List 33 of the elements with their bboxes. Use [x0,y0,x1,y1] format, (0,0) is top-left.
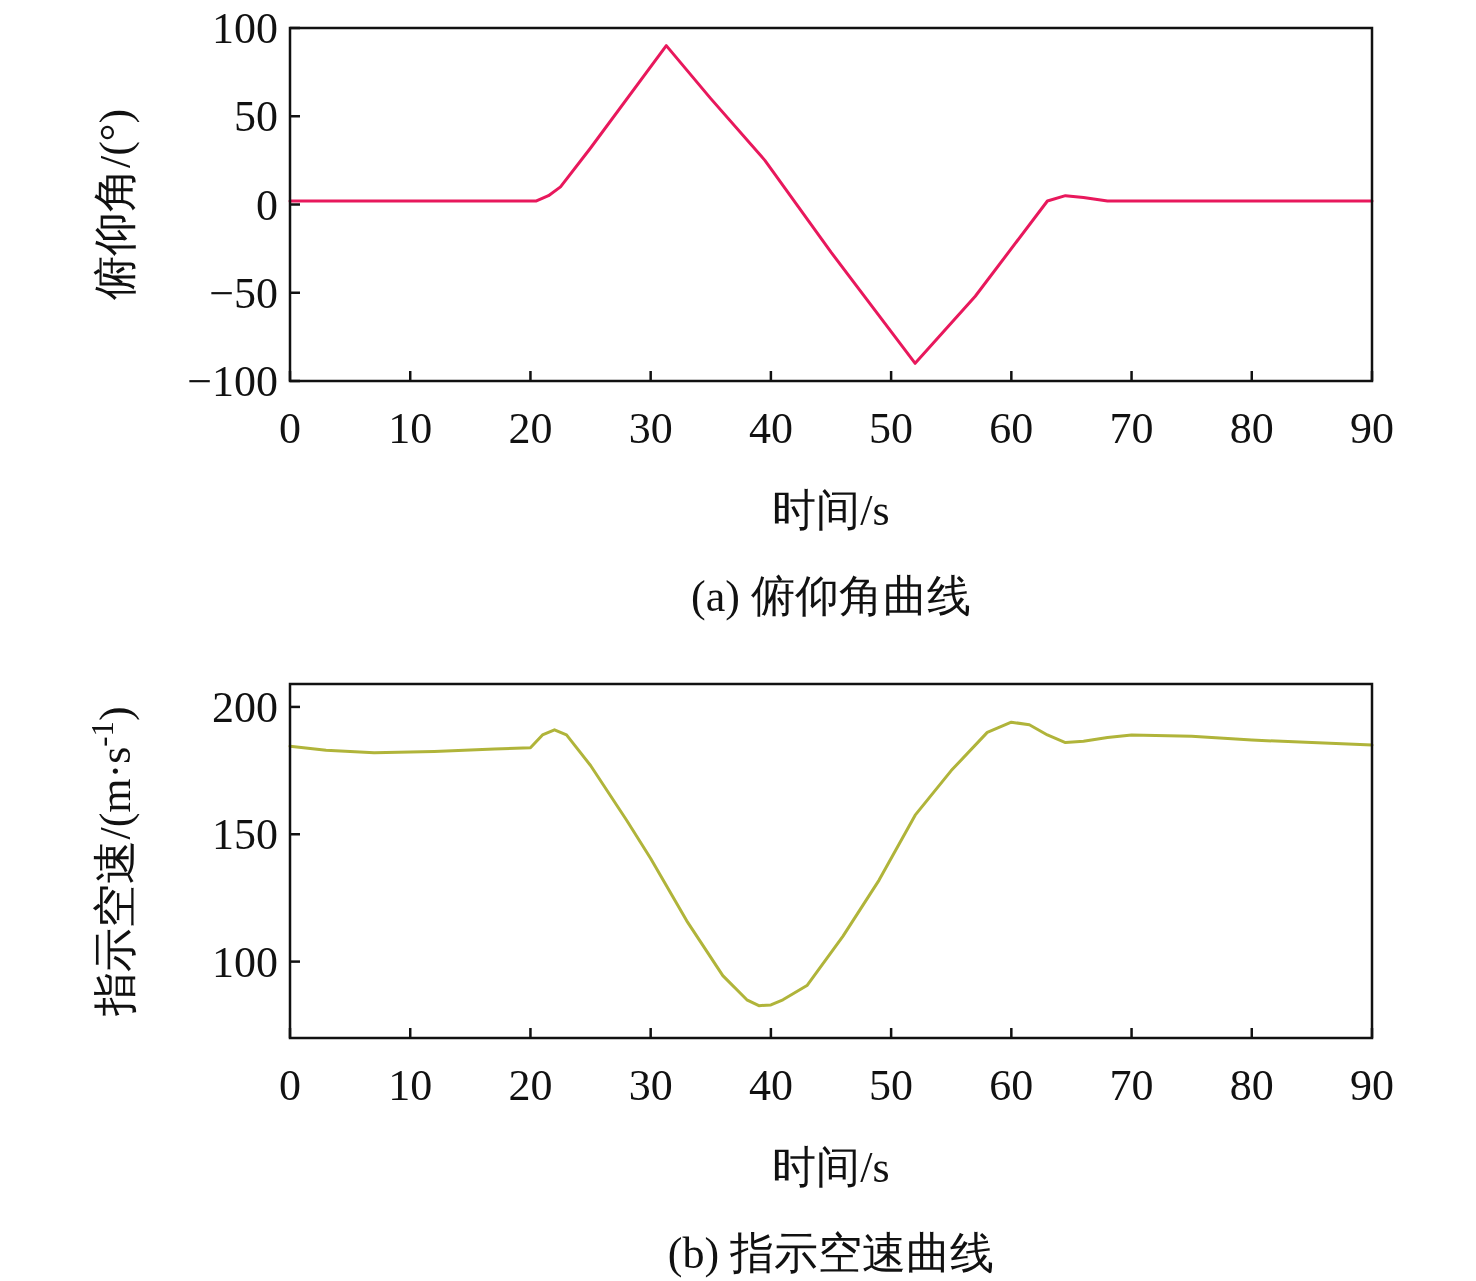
x-tick-label: 50 [869,404,914,453]
line-series [288,44,1374,365]
x-tick-label: 10 [388,404,433,453]
x-tick-label: 90 [1350,404,1394,453]
y-tick-label: 100 [212,4,278,53]
x-tick-label: 20 [508,404,553,453]
x-tick-label: 80 [1229,1061,1274,1110]
text: (a) 俯仰角曲线 [691,572,971,621]
x-tick-label: 80 [1229,404,1274,453]
x-tick-label: 90 [1350,1061,1394,1110]
x-axis-title: 时间/s [772,1143,890,1192]
y-tick-label: 0 [256,180,278,230]
x-tick-label: 60 [989,1061,1034,1110]
x-tick-label: 60 [989,404,1034,453]
x-tick-label: 70 [1109,404,1154,453]
x-tick-label: 10 [388,1061,433,1110]
y-tick-label: 150 [212,810,278,860]
x-tick-label: 40 [748,1061,793,1110]
x-tick-label: 50 [869,1061,914,1110]
y-tick-label: 100 [212,937,278,987]
x-tick-label: 30 [628,1061,673,1110]
y-tick-label: 50 [234,92,278,142]
x-tick-label: 20 [508,1061,553,1110]
y-axis-title: 俯仰角/(°) [91,108,140,301]
text: (b) 指示空速曲线 [667,1229,995,1278]
x-tick-label: 70 [1109,1061,1154,1110]
x-tick-label: 40 [748,404,793,453]
y-tick-label: 200 [212,682,278,732]
y-tick-label: −100 [187,357,278,406]
x-axis-title: 时间/s [772,486,890,535]
line-series [288,720,1374,1008]
y-tick-label: −50 [209,268,278,318]
x-tick-label: 30 [628,404,673,453]
